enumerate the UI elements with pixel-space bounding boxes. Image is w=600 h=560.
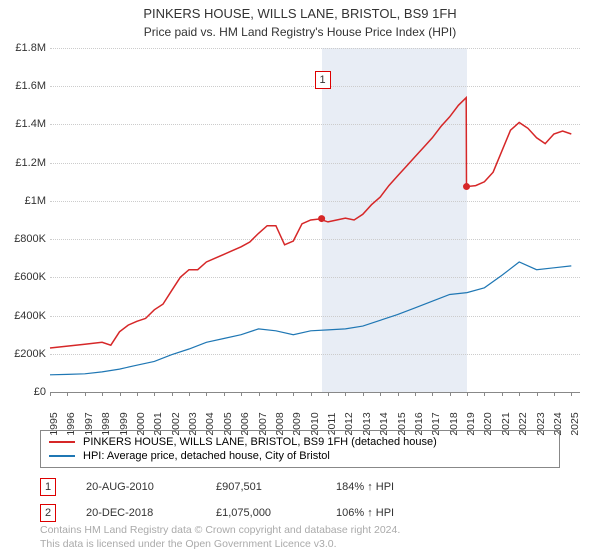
chart-container: PINKERS HOUSE, WILLS LANE, BRISTOL, BS9 … (0, 0, 600, 560)
x-tick (259, 392, 260, 396)
y-axis-label: £1M (2, 195, 46, 207)
x-tick (276, 392, 277, 396)
marker-date: 20-AUG-2010 (86, 481, 186, 493)
x-tick (311, 392, 312, 396)
x-tick (345, 392, 346, 396)
chart-subtitle: Price paid vs. HM Land Registry's House … (0, 23, 600, 39)
plot-area: £0£200K£400K£600K£800K£1M£1.2M£1.4M£1.6M… (50, 48, 580, 393)
marker-pct: 106% ↑ HPI (336, 507, 436, 519)
marker-price: £1,075,000 (216, 507, 306, 519)
x-tick (519, 392, 520, 396)
x-tick (154, 392, 155, 396)
series-line-price_paid (50, 98, 571, 348)
legend-label: PINKERS HOUSE, WILLS LANE, BRISTOL, BS9 … (83, 436, 437, 448)
y-axis-label: £1.8M (2, 42, 46, 54)
y-axis-label: £600K (2, 271, 46, 283)
legend-swatch (49, 441, 75, 443)
y-axis-label: £400K (2, 310, 46, 322)
x-tick (450, 392, 451, 396)
legend-item: HPI: Average price, detached house, City… (49, 449, 551, 463)
x-tick (432, 392, 433, 396)
x-tick (571, 392, 572, 396)
marker-date: 20-DEC-2018 (86, 507, 186, 519)
y-axis-label: £1.4M (2, 118, 46, 130)
chart-title: PINKERS HOUSE, WILLS LANE, BRISTOL, BS9 … (0, 0, 600, 23)
marker-number-box: 2 (40, 504, 56, 522)
marker-point (463, 183, 470, 190)
y-axis-label: £800K (2, 233, 46, 245)
legend: PINKERS HOUSE, WILLS LANE, BRISTOL, BS9 … (40, 430, 560, 468)
x-tick (50, 392, 51, 396)
legend-item: PINKERS HOUSE, WILLS LANE, BRISTOL, BS9 … (49, 435, 551, 449)
x-tick (241, 392, 242, 396)
marker-row: 1 20-AUG-2010 £907,501 184% ↑ HPI (40, 474, 436, 500)
x-tick (502, 392, 503, 396)
x-tick (398, 392, 399, 396)
x-tick (415, 392, 416, 396)
x-tick (537, 392, 538, 396)
marker-number-box: 1 (315, 71, 331, 89)
x-tick (467, 392, 468, 396)
x-tick (484, 392, 485, 396)
footnote-line: This data is licensed under the Open Gov… (40, 538, 400, 552)
x-axis-label: 2025 (569, 412, 581, 435)
y-axis-label: £0 (2, 386, 46, 398)
x-tick (554, 392, 555, 396)
y-axis-label: £1.6M (2, 80, 46, 92)
x-axis-labels: 1995199619971998199920002001200220032004… (50, 392, 580, 428)
x-tick (172, 392, 173, 396)
x-tick (102, 392, 103, 396)
marker-price: £907,501 (216, 481, 306, 493)
marker-number-box: 1 (40, 478, 56, 496)
x-tick (67, 392, 68, 396)
marker-pct: 184% ↑ HPI (336, 481, 436, 493)
x-tick (120, 392, 121, 396)
series-line-hpi (50, 262, 571, 375)
x-tick (293, 392, 294, 396)
y-axis-label: £1.2M (2, 157, 46, 169)
x-tick (189, 392, 190, 396)
y-axis-label: £200K (2, 348, 46, 360)
legend-swatch (49, 455, 75, 457)
series-svg (50, 48, 580, 392)
x-tick (363, 392, 364, 396)
footnote-line: Contains HM Land Registry data © Crown c… (40, 524, 400, 538)
marker-row: 2 20-DEC-2018 £1,075,000 106% ↑ HPI (40, 500, 436, 526)
x-tick (224, 392, 225, 396)
x-tick (85, 392, 86, 396)
x-tick (206, 392, 207, 396)
x-tick (328, 392, 329, 396)
markers-table: 1 20-AUG-2010 £907,501 184% ↑ HPI 2 20-D… (40, 474, 436, 526)
marker-point (318, 215, 325, 222)
footnote: Contains HM Land Registry data © Crown c… (40, 524, 400, 551)
x-tick (380, 392, 381, 396)
x-tick (137, 392, 138, 396)
legend-label: HPI: Average price, detached house, City… (83, 450, 330, 462)
